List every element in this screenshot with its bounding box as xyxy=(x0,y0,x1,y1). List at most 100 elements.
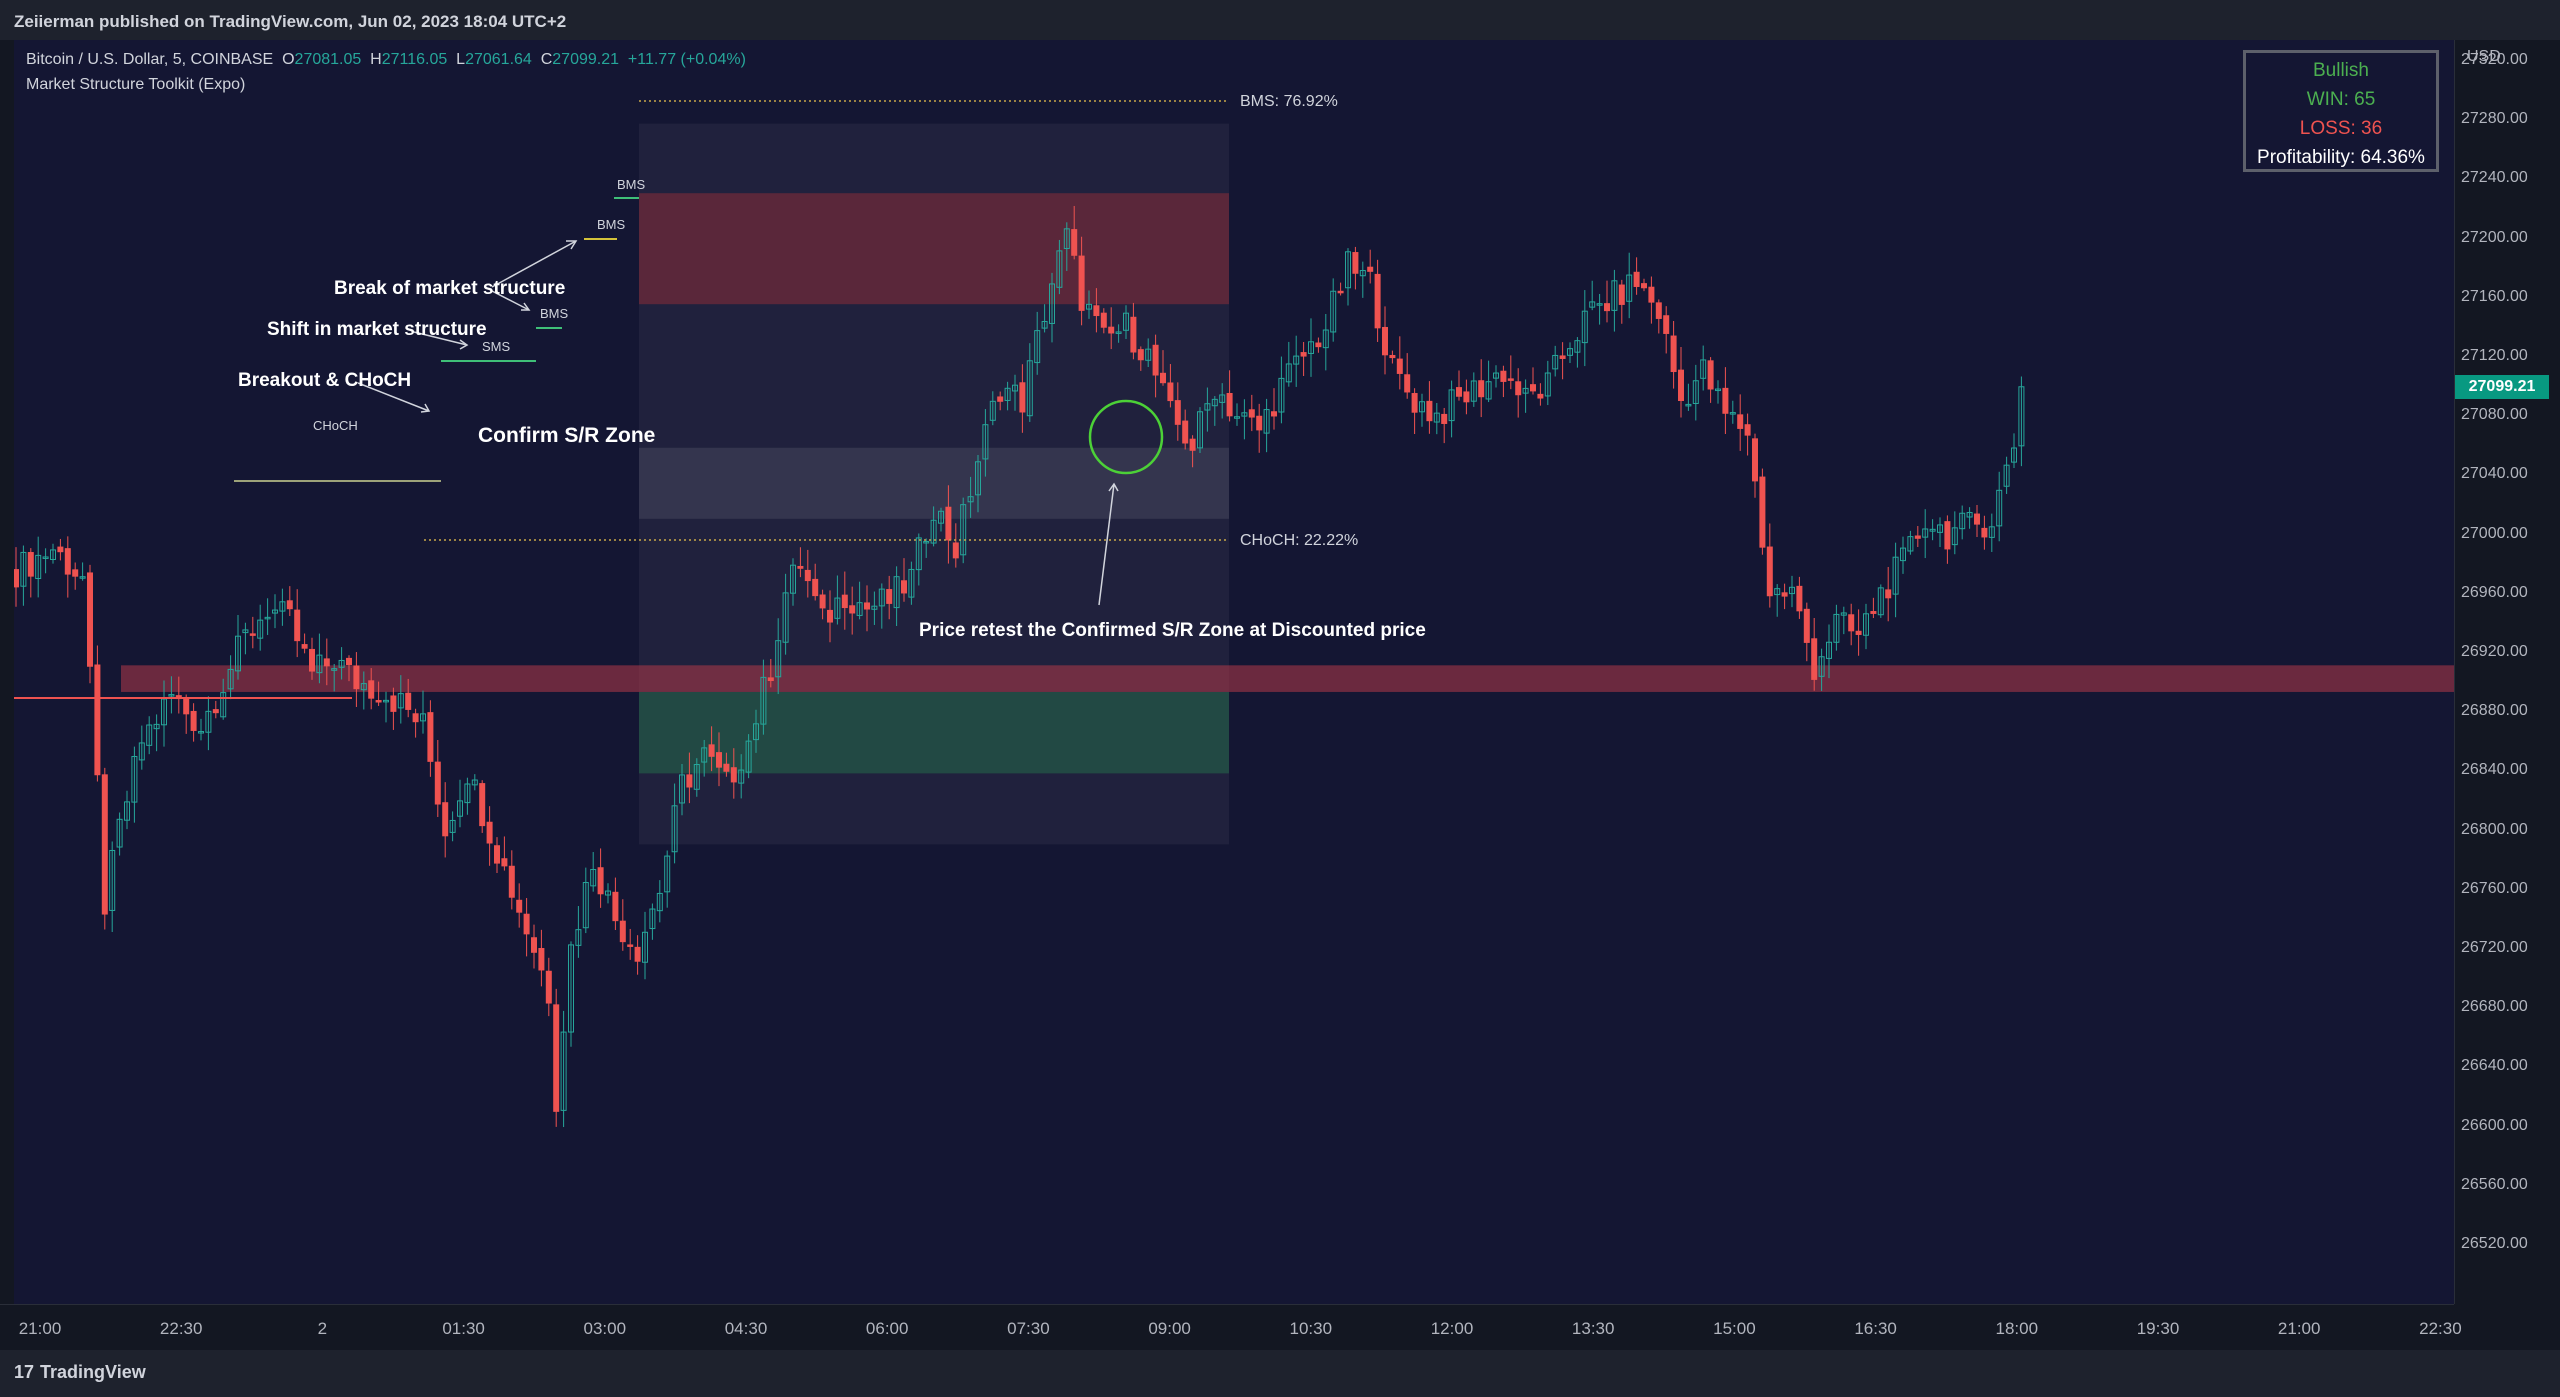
candle-body xyxy=(1234,416,1240,419)
candle-body xyxy=(405,692,412,710)
candle xyxy=(1470,372,1477,407)
candle-body xyxy=(257,619,264,639)
candle-body xyxy=(235,635,241,672)
candle-body xyxy=(1574,340,1581,353)
candle-body xyxy=(1663,315,1670,334)
candle xyxy=(1907,530,1914,555)
candle xyxy=(1737,394,1744,451)
candle-body xyxy=(1063,228,1070,249)
candle xyxy=(1781,583,1788,610)
candle-body xyxy=(812,578,819,597)
candle xyxy=(1226,370,1233,422)
candle xyxy=(1892,542,1899,618)
candle xyxy=(1108,307,1115,350)
candle-body xyxy=(87,572,93,667)
candle xyxy=(434,739,441,818)
candle-body xyxy=(1493,372,1499,379)
candle-body xyxy=(1278,377,1285,413)
candle xyxy=(405,678,412,718)
candle-body xyxy=(1219,394,1226,403)
candle xyxy=(989,391,996,426)
time-axis[interactable]: 21:00 22:30 2 01:30 03:00 04:30 06:00 07:30 09:0… xyxy=(0,1304,2462,1351)
candle xyxy=(316,633,323,684)
chart-area[interactable]: Break of market structure Shift in marke… xyxy=(14,40,2454,1304)
candle-body xyxy=(1537,393,1544,399)
candle xyxy=(35,536,42,598)
candle xyxy=(1914,526,1921,547)
chart-canvas[interactable]: Break of market structure Shift in marke… xyxy=(14,40,2454,1304)
candle-body xyxy=(1692,380,1699,404)
candle-body xyxy=(279,601,286,612)
candle xyxy=(1426,381,1433,434)
candle xyxy=(1152,334,1159,398)
candle-body xyxy=(664,855,671,893)
label-sms: SMS xyxy=(482,339,511,354)
candle-body xyxy=(64,548,71,575)
price-axis[interactable]: USD 27099.21 27320.00 27280.00 27240.00 272… xyxy=(2454,40,2560,1304)
candle xyxy=(79,562,86,581)
candle-body xyxy=(1026,360,1033,417)
candle-body xyxy=(1034,330,1041,364)
candle xyxy=(975,455,981,513)
brand[interactable]: 17 TradingView xyxy=(14,1362,146,1383)
candle xyxy=(997,391,1004,411)
candle xyxy=(1204,387,1211,432)
candle-body xyxy=(560,1031,567,1111)
candle xyxy=(1618,279,1625,324)
candle-body xyxy=(738,769,745,784)
indicator-name[interactable]: Market Structure Toolkit (Expo) xyxy=(26,76,246,93)
time-tick: 01:30 xyxy=(442,1319,485,1338)
candle xyxy=(1855,609,1862,656)
candle-body xyxy=(1426,400,1433,422)
candle xyxy=(1766,523,1773,608)
arrow-breakout xyxy=(357,382,430,412)
candle-body xyxy=(938,510,944,524)
candle-body xyxy=(997,396,1004,402)
candle xyxy=(1870,597,1877,619)
candle xyxy=(634,935,641,975)
candle-body xyxy=(412,713,419,723)
candle-body xyxy=(1522,387,1529,394)
candle-body xyxy=(1707,360,1714,390)
candle-body xyxy=(1004,387,1011,401)
candle-body xyxy=(116,818,123,848)
candle xyxy=(1596,293,1603,325)
price-tick: 26600.00 xyxy=(2461,1116,2528,1134)
candle xyxy=(153,714,160,752)
arrow-break-1 xyxy=(491,240,577,288)
candle-body xyxy=(1419,401,1425,413)
candle xyxy=(1996,471,2003,542)
candle-body xyxy=(923,540,930,544)
price-tick: 26640.00 xyxy=(2461,1057,2528,1075)
candle-body xyxy=(434,761,441,805)
candle xyxy=(257,604,264,651)
candle xyxy=(1692,364,1699,421)
candle-body xyxy=(908,568,915,598)
candle-body xyxy=(1174,400,1181,425)
candle xyxy=(760,659,767,735)
candle-body xyxy=(1951,527,1958,546)
candle xyxy=(1655,299,1662,334)
candle xyxy=(1966,507,1973,529)
candle-body xyxy=(886,589,893,604)
candle xyxy=(878,583,885,629)
candle xyxy=(146,716,153,755)
candle xyxy=(1567,342,1573,364)
candle xyxy=(227,655,234,700)
candle-body xyxy=(1367,266,1374,272)
candle-body xyxy=(346,657,352,666)
candle-body xyxy=(1507,378,1514,381)
price-tick: 26920.00 xyxy=(2461,643,2528,660)
candle-body xyxy=(420,713,426,722)
candle xyxy=(952,523,959,568)
candle-body xyxy=(360,683,367,691)
candle-body xyxy=(464,783,471,804)
candle-body xyxy=(841,594,848,609)
candle-body xyxy=(124,801,130,821)
candle xyxy=(198,718,204,741)
candle-body xyxy=(1086,303,1092,310)
candle-body xyxy=(508,865,515,898)
candle xyxy=(309,637,315,680)
candle-body xyxy=(693,763,700,790)
candle xyxy=(1234,403,1240,426)
